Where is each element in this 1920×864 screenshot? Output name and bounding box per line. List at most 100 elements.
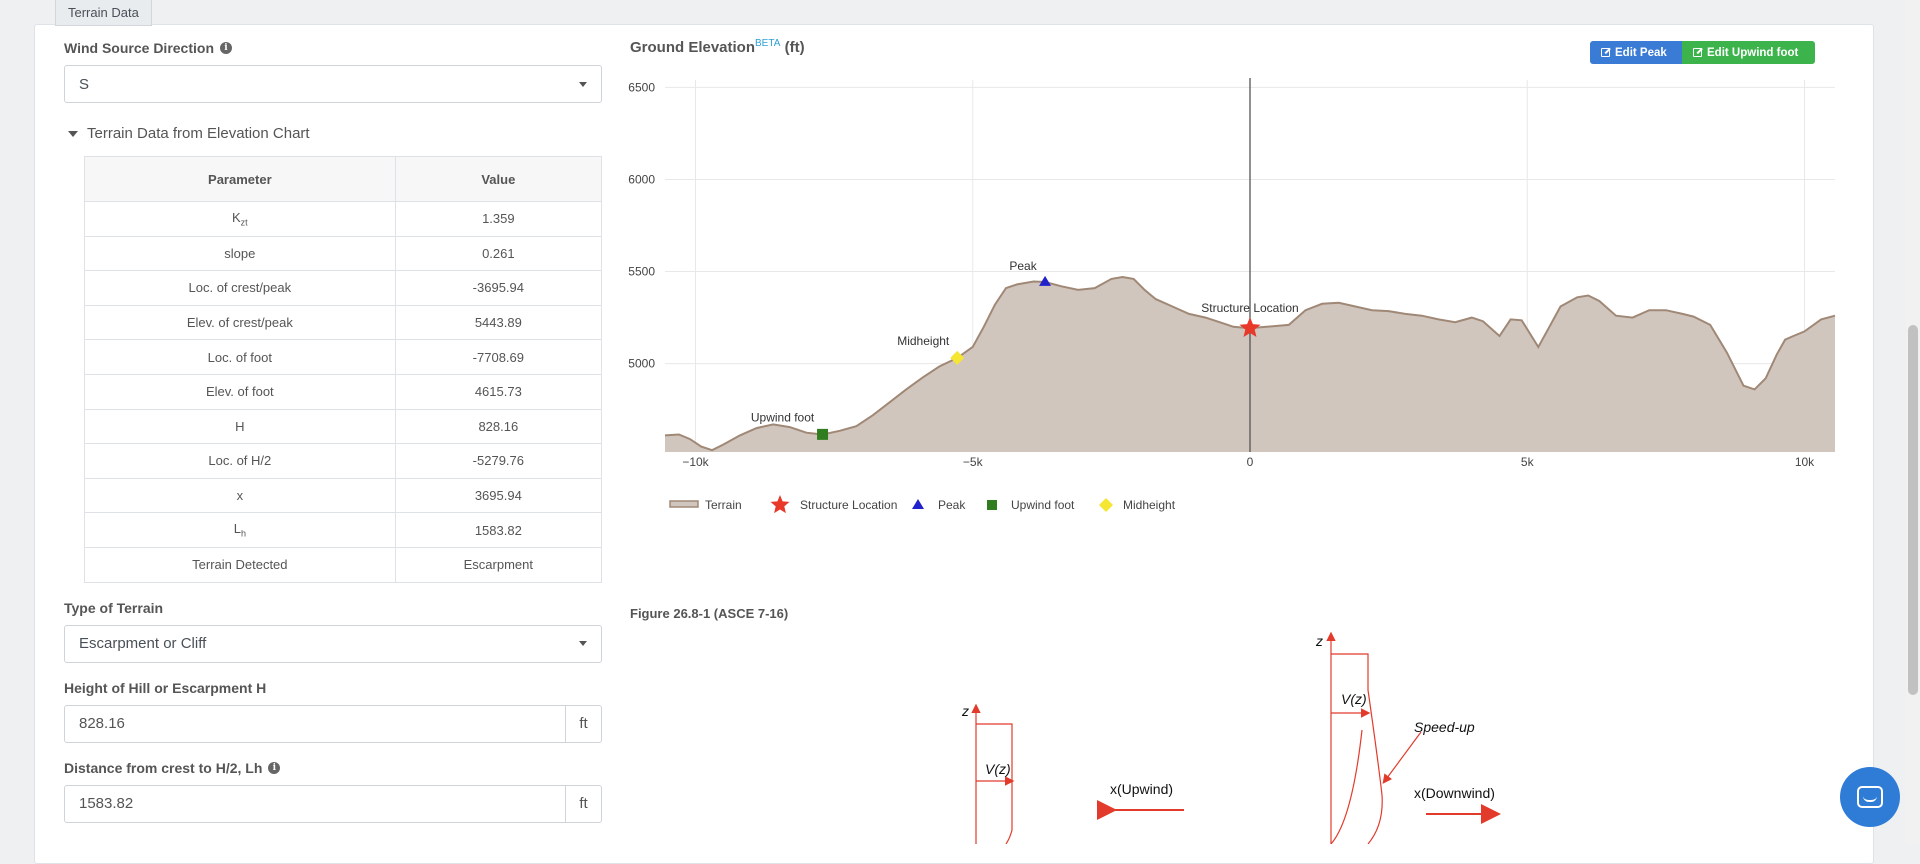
table-row: Loc. of H/2 -5279.76 (84, 443, 603, 479)
column-header-value: Value (394, 156, 603, 202)
wind-direction-select[interactable]: S (64, 65, 602, 103)
fig-speedup-label: Speed-up (1414, 719, 1475, 735)
table-row: slope 0.261 (84, 235, 603, 272)
chart-unit: (ft) (784, 39, 805, 56)
legend-upwind-label: Upwind foot (1011, 498, 1075, 512)
height-label: Height of Hill or Escarpment H (64, 679, 267, 696)
value-cell: -5279.76 (394, 443, 603, 479)
param-cell: x (84, 477, 396, 514)
param-cell: Loc. of H/2 (84, 443, 396, 479)
value-cell: 4615.73 (394, 373, 603, 410)
elevation-chart[interactable]: 5000 5500 6000 6500 −10k −5k 0 5k 10k Peak Midheig… (620, 60, 1850, 520)
edit-peak-label: Edit Peak (1615, 46, 1667, 59)
legend-midheight-swatch (1099, 498, 1113, 512)
structure-location-marker (1239, 317, 1261, 337)
legend-terrain-swatch (669, 500, 699, 508)
distance-input[interactable]: 1583.82 (64, 784, 566, 823)
legend-terrain-label: Terrain (705, 498, 742, 512)
upwind-foot-annotation: Upwind foot (751, 410, 815, 424)
param-cell: Loc. of foot (84, 339, 396, 375)
midheight-annotation: Midheight (897, 334, 950, 348)
downwind-profile (1326, 631, 1422, 844)
y-tick-label: 6000 (628, 172, 655, 186)
fig-vz-label-2: V(z) (1341, 691, 1367, 707)
legend-upwind-swatch (987, 500, 997, 510)
chart-title-text: Ground Elevation (630, 39, 756, 56)
upwind-foot-marker (817, 428, 829, 440)
tab-terrain-data[interactable]: Terrain Data (55, 0, 152, 26)
value-cell: 1.359 (394, 201, 603, 237)
table-row: Lh 1583.82 (84, 512, 603, 548)
elevation-terrain-toggle[interactable]: Terrain Data from Elevation Chart (64, 125, 602, 142)
table-row: Loc. of crest/peak -3695.94 (84, 270, 603, 306)
info-icon[interactable]: i (220, 42, 233, 54)
legend-peak-label: Peak (938, 498, 966, 512)
page-scrollbar[interactable] (1906, 0, 1920, 844)
wind-direction-value: S (79, 75, 90, 93)
edit-upwind-foot-button[interactable]: Edit Upwind foot (1682, 41, 1815, 64)
terrain-table: Parameter Value Kzt 1.359 slope 0.261 Loc.… (84, 156, 603, 583)
y-tick-label: 5000 (628, 357, 655, 371)
value-cell: 1583.82 (394, 512, 603, 548)
distance-label-text: Distance from crest to H/2, Lh (64, 759, 263, 776)
midheight-marker (950, 350, 965, 365)
param-cell: Kzt (84, 201, 396, 237)
x-tick-label: 5k (1521, 455, 1535, 469)
figure-title: Figure 26.8-1 (ASCE 7-16) (630, 606, 789, 621)
x-tick-label: −10k (682, 455, 709, 469)
height-input-group: 828.16 ft (64, 704, 602, 743)
value-cell: 0.261 (394, 235, 603, 272)
chevron-down-icon (579, 641, 587, 647)
edit-icon (1693, 48, 1702, 57)
fig-vz-label-1: V(z) (985, 761, 1011, 777)
param-cell: slope (84, 235, 396, 272)
param-cell: Loc. of crest/peak (84, 270, 396, 306)
chevron-down-icon (579, 81, 587, 87)
param-cell: Elev. of foot (84, 373, 396, 410)
structure-location-annotation: Structure Location (1201, 301, 1298, 315)
height-input[interactable]: 828.16 (64, 704, 566, 743)
value-cell: -3695.94 (394, 270, 603, 306)
table-row: Elev. of crest/peak 5443.89 (84, 304, 603, 341)
distance-label: Distance from crest to H/2, Lh i (64, 760, 602, 776)
chart-title: Ground ElevationBETA (ft) (630, 38, 805, 56)
elevation-terrain-toggle-label: Terrain Data from Elevation Chart (87, 125, 310, 142)
terrain-type-label: Type of Terrain (64, 599, 164, 616)
beta-badge: BETA (755, 38, 781, 49)
terrain-type-select[interactable]: Escarpment or Cliff (64, 624, 602, 663)
legend-peak-swatch (912, 499, 924, 509)
value-cell: -7708.69 (394, 339, 603, 375)
param-cell: Terrain Detected (84, 546, 396, 583)
y-tick-label: 5500 (628, 265, 655, 279)
legend-structure-label: Structure Location (800, 498, 897, 512)
scrollbar-thumb[interactable] (1908, 325, 1918, 695)
x-tick-label: 10k (1795, 455, 1815, 469)
peak-annotation: Peak (1009, 259, 1037, 273)
table-row: Kzt 1.359 (84, 201, 603, 237)
table-row: Loc. of foot -7708.69 (84, 339, 603, 375)
height-unit: ft (566, 704, 602, 743)
fig-z-label-2: z (1315, 633, 1323, 649)
info-icon[interactable]: i (268, 761, 281, 774)
value-cell: 3695.94 (394, 477, 603, 514)
column-header-parameter: Parameter (84, 156, 396, 202)
caret-down-icon (68, 130, 78, 137)
fig-z-label-1: z (961, 703, 969, 719)
upwind-profile (971, 703, 1015, 844)
table-row: Terrain Detected Escarpment (84, 546, 603, 583)
x-tick-label: −5k (963, 455, 984, 469)
edit-peak-button[interactable]: Edit Peak (1590, 41, 1682, 64)
edit-upwind-label: Edit Upwind foot (1707, 46, 1799, 59)
wind-direction-label: Wind Source Direction i (64, 40, 602, 56)
fig-downwind-label: x(Downwind) (1414, 785, 1495, 801)
table-row: x 3695.94 (84, 477, 603, 514)
table-header-row: Parameter Value (84, 156, 603, 202)
x-tick-label: 0 (1247, 455, 1254, 469)
value-cell: 5443.89 (394, 304, 603, 341)
legend-midheight-label: Midheight (1123, 498, 1176, 512)
param-cell: Lh (84, 512, 396, 548)
chat-icon (1857, 786, 1883, 808)
param-cell: H (84, 408, 396, 445)
chat-launcher-button[interactable] (1840, 767, 1900, 827)
asce-figure: z V(z) x(Upwind) z V(z) Speed-up x(Downw… (961, 631, 1501, 844)
